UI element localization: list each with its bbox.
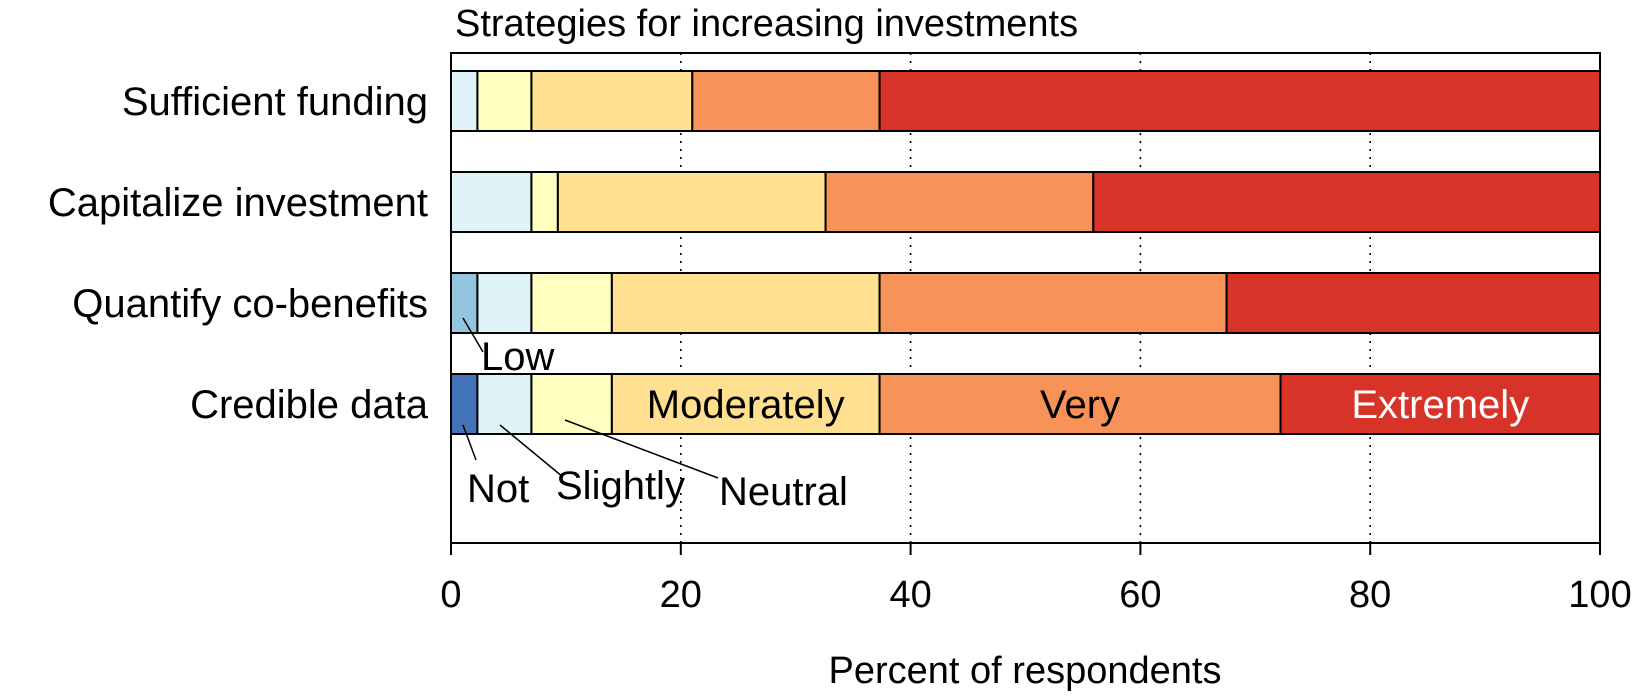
category-label-quantify-co-benefits: Quantify co-benefits xyxy=(72,282,428,326)
bar-credible-data-neutral xyxy=(530,373,613,435)
segment-label-very: Very xyxy=(1040,383,1120,427)
x-tick-label-40: 40 xyxy=(889,574,931,616)
bar-capitalize-investment-slightly xyxy=(450,171,533,233)
x-tick-label-80: 80 xyxy=(1349,574,1391,616)
category-labels: Sufficient funding Capitalize investment Q… xyxy=(48,80,429,427)
leader-line-slightly xyxy=(499,424,564,478)
leader-line-neutral xyxy=(564,419,719,479)
bar-sufficient-funding-very xyxy=(691,70,881,132)
chart-title: Strategies for increasing investments xyxy=(455,3,1078,45)
bar-credible-data-moderately xyxy=(610,373,881,435)
leader-line-not xyxy=(462,424,477,461)
bar-capitalize-investment-moderately xyxy=(556,171,827,233)
bar-quantify-co-benefits-moderately xyxy=(610,272,881,334)
bar-segments xyxy=(450,70,1602,435)
category-label-credible-data: Credible data xyxy=(190,383,429,427)
category-label-capitalize-investment: Capitalize investment xyxy=(48,181,428,225)
bar-quantify-co-benefits-slightly xyxy=(476,272,533,334)
x-tick-label-0: 0 xyxy=(440,574,461,616)
bar-sufficient-funding-moderately xyxy=(530,70,694,132)
x-tick-label-100: 100 xyxy=(1568,574,1631,616)
annotation-low: Low xyxy=(481,335,554,379)
x-axis: 0 20 40 60 80 100 xyxy=(440,543,1632,616)
bar-credible-data-extremely xyxy=(1279,373,1601,435)
leader-line-low xyxy=(462,317,484,353)
bar-credible-data-slightly xyxy=(476,373,533,435)
bar-quantify-co-benefits-neutral xyxy=(530,272,613,334)
annotation-slightly: Slightly xyxy=(556,464,685,508)
bar-sufficient-funding-slightly xyxy=(450,70,479,132)
annotation-not: Not xyxy=(467,467,529,511)
bar-credible-data-not xyxy=(450,373,479,435)
x-tick-label-20: 20 xyxy=(660,574,702,616)
segment-label-moderately: Moderately xyxy=(647,383,845,427)
annotation-neutral: Neutral xyxy=(719,470,848,514)
segment-label-extremely: Extremely xyxy=(1351,383,1529,427)
bar-quantify-co-benefits-low xyxy=(450,272,479,334)
x-tick-label-60: 60 xyxy=(1119,574,1161,616)
bar-capitalize-investment-neutral xyxy=(530,171,559,233)
bar-sufficient-funding-neutral xyxy=(476,70,533,132)
bar-quantify-co-benefits-extremely xyxy=(1225,272,1601,334)
bar-capitalize-investment-very xyxy=(824,171,1095,233)
category-label-sufficient-funding: Sufficient funding xyxy=(122,80,428,124)
legend-annotations: Low Not Slightly Neutral xyxy=(462,317,848,514)
bar-capitalize-investment-extremely xyxy=(1092,171,1602,233)
plot-frame xyxy=(450,52,1601,544)
x-axis-label: Percent of respondents xyxy=(829,650,1222,692)
segment-labels: Moderately Very Extremely xyxy=(647,383,1529,427)
bar-quantify-co-benefits-very xyxy=(878,272,1228,334)
bar-sufficient-funding-extremely xyxy=(878,70,1601,132)
